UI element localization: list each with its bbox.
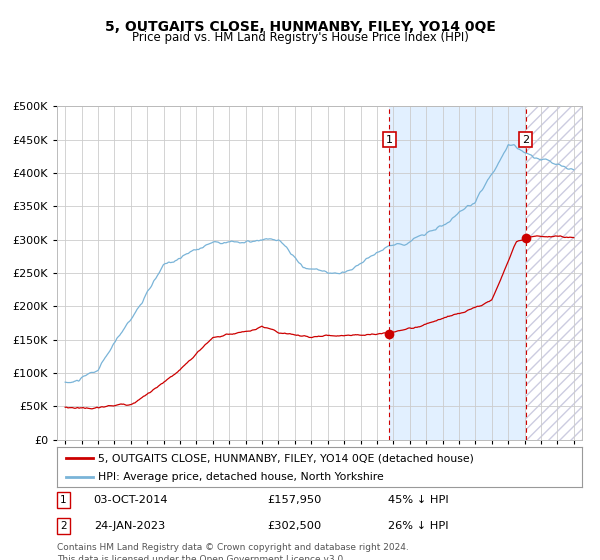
Bar [526, 106, 590, 440]
Text: 1: 1 [60, 495, 67, 505]
Text: Contains HM Land Registry data © Crown copyright and database right 2024.
This d: Contains HM Land Registry data © Crown c… [57, 543, 409, 560]
Text: 26% ↓ HPI: 26% ↓ HPI [388, 521, 448, 531]
Text: 5, OUTGAITS CLOSE, HUNMANBY, FILEY, YO14 0QE (detached house): 5, OUTGAITS CLOSE, HUNMANBY, FILEY, YO14… [98, 453, 474, 463]
Bar [389, 106, 526, 440]
Text: 1: 1 [386, 135, 393, 144]
Text: 03-OCT-2014: 03-OCT-2014 [94, 495, 168, 505]
Text: 2: 2 [522, 135, 529, 144]
Text: 45% ↓ HPI: 45% ↓ HPI [388, 495, 449, 505]
Text: 24-JAN-2023: 24-JAN-2023 [94, 521, 165, 531]
Text: £157,950: £157,950 [267, 495, 322, 505]
Text: 5, OUTGAITS CLOSE, HUNMANBY, FILEY, YO14 0QE: 5, OUTGAITS CLOSE, HUNMANBY, FILEY, YO14… [104, 20, 496, 34]
Text: HPI: Average price, detached house, North Yorkshire: HPI: Average price, detached house, Nort… [98, 472, 384, 482]
Text: 2: 2 [60, 521, 67, 531]
Text: £302,500: £302,500 [267, 521, 321, 531]
Text: Price paid vs. HM Land Registry's House Price Index (HPI): Price paid vs. HM Land Registry's House … [131, 31, 469, 44]
